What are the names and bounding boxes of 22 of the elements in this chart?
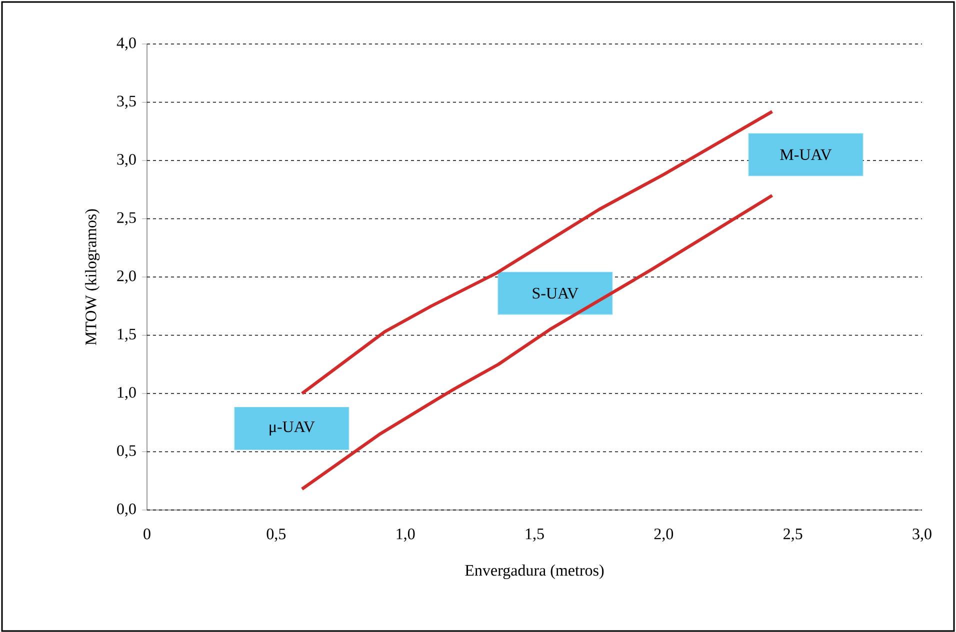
y-tick-label: 2,0 [117, 270, 136, 284]
x-tick-label: 3,0 [912, 528, 932, 542]
y-tick-label: 2,5 [117, 212, 136, 226]
y-tick-label: 3,0 [117, 154, 136, 168]
annotation: S-UAV [532, 288, 578, 299]
annotation: M-UAV [780, 149, 832, 160]
y-tick-label: 0,5 [117, 445, 136, 458]
x-tick-label: 0 [144, 528, 150, 540]
x-tick-label: 1,5 [526, 528, 544, 542]
y-axis-title: MTOW (kilogramos) [85, 209, 100, 346]
x-tick-label: 1,0 [396, 528, 415, 542]
x-axis-title: Envergadura (metros) [465, 564, 604, 580]
y-tick-label: 1,0 [118, 386, 136, 400]
y-tick-label: 3,5 [117, 96, 136, 109]
line-series [300, 110, 774, 396]
y-tick-label: 0,0 [117, 503, 136, 517]
x-tick-label: 0,5 [266, 528, 286, 542]
y-tick-label: 4,0 [116, 37, 136, 51]
x-tick-label: 2,5 [784, 528, 802, 542]
y-tick-label: 1,5 [118, 328, 136, 342]
x-tick-label: 2,0 [654, 528, 674, 542]
annotation: μ-UAV [270, 421, 315, 436]
